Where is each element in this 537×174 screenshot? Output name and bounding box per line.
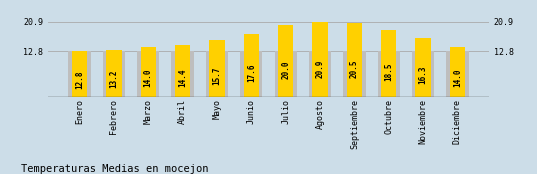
- Bar: [72, 51, 87, 97]
- Bar: [343, 51, 366, 97]
- Bar: [141, 47, 156, 97]
- Bar: [450, 47, 465, 97]
- Bar: [412, 51, 434, 97]
- Bar: [274, 51, 297, 97]
- Text: 20.5: 20.5: [350, 60, 359, 78]
- Text: 17.6: 17.6: [247, 64, 256, 82]
- Bar: [137, 51, 159, 97]
- Bar: [278, 25, 293, 97]
- Bar: [240, 51, 263, 97]
- Bar: [416, 38, 431, 97]
- Bar: [244, 34, 259, 97]
- Text: Temperaturas Medias en mocejon: Temperaturas Medias en mocejon: [21, 164, 209, 174]
- Bar: [68, 51, 91, 97]
- Text: 20.9: 20.9: [316, 59, 324, 78]
- Bar: [313, 22, 328, 97]
- Bar: [209, 41, 224, 97]
- Text: 14.0: 14.0: [453, 69, 462, 87]
- Bar: [378, 51, 400, 97]
- Bar: [381, 30, 396, 97]
- Bar: [347, 23, 362, 97]
- Bar: [106, 50, 121, 97]
- Text: 16.3: 16.3: [419, 66, 427, 84]
- Text: 15.7: 15.7: [213, 66, 221, 85]
- Bar: [446, 51, 469, 97]
- Text: 14.4: 14.4: [178, 68, 187, 87]
- Text: 14.0: 14.0: [144, 69, 153, 87]
- Bar: [175, 45, 190, 97]
- Text: 18.5: 18.5: [384, 63, 393, 81]
- Text: 13.2: 13.2: [110, 70, 118, 89]
- Bar: [309, 51, 331, 97]
- Text: 20.0: 20.0: [281, 61, 290, 79]
- Bar: [206, 51, 228, 97]
- Bar: [171, 51, 194, 97]
- Bar: [103, 51, 125, 97]
- Text: 12.8: 12.8: [75, 70, 84, 89]
